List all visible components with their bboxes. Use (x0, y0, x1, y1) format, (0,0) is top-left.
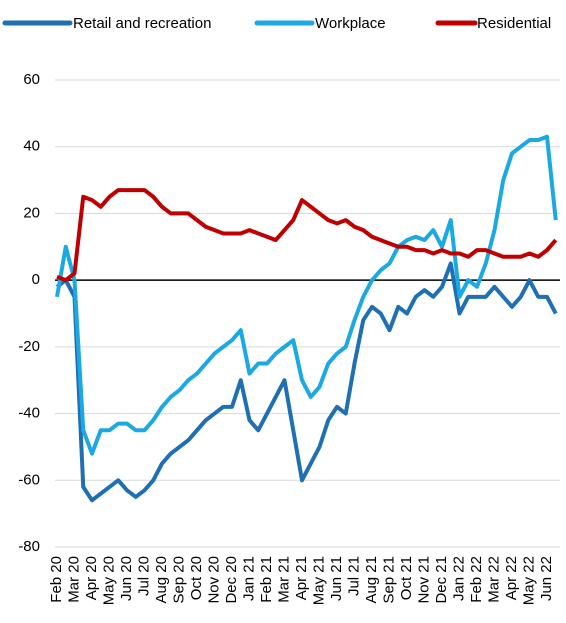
x-tick-label: Feb 22 (468, 556, 485, 603)
legend-label: Retail and recreation (73, 15, 211, 32)
x-tick-label: Jan 22 (450, 556, 467, 601)
x-tick-label: Mar 22 (485, 556, 502, 603)
x-tick-label: Jun 22 (538, 556, 555, 601)
y-tick-label: -80 (18, 538, 40, 555)
y-tick-label: 40 (23, 138, 40, 155)
x-tick-label: Aug 20 (153, 556, 170, 604)
series-line (55, 134, 558, 456)
x-tick-label: Feb 20 (48, 556, 65, 603)
x-tick-label: Dec 20 (223, 556, 240, 604)
x-tick-label: May 21 (310, 556, 327, 605)
legend-label: Residential (477, 15, 551, 32)
series-line (56, 188, 558, 283)
x-tick-label: Oct 21 (398, 556, 415, 600)
x-tick-label: Feb 21 (258, 556, 275, 603)
x-tick-label: Mar 21 (275, 556, 292, 603)
x-tick-label: Oct 20 (188, 556, 205, 600)
x-tick-label: Mar 20 (65, 556, 82, 603)
x-tick-label: Apr 21 (293, 556, 310, 600)
x-tick-label: May 20 (100, 556, 117, 605)
x-tick-label: Dec 21 (433, 556, 450, 604)
y-tick-label: 0 (32, 271, 40, 288)
x-tick-label: Nov 20 (205, 556, 222, 604)
x-tick-label: Nov 21 (415, 556, 432, 604)
x-tick-label: Jul 21 (345, 556, 362, 596)
x-tick-label: Jul 20 (135, 556, 152, 596)
x-tick-label: Aug 21 (363, 556, 380, 604)
x-tick-label: Jun 21 (328, 556, 345, 601)
x-tick-label: Apr 20 (83, 556, 100, 600)
x-tick-label: May 22 (520, 556, 537, 605)
x-tick-label: Sep 21 (380, 556, 397, 604)
series-line (55, 261, 558, 503)
x-tick-label: Jan 21 (240, 556, 257, 601)
x-tick-label: Apr 22 (503, 556, 520, 600)
y-tick-label: -20 (18, 338, 40, 355)
y-tick-label: 60 (23, 71, 40, 88)
legend-label: Workplace (315, 15, 386, 32)
x-tick-label: Jun 20 (118, 556, 135, 601)
y-tick-label: -60 (18, 471, 40, 488)
y-tick-label: 20 (23, 204, 40, 221)
y-tick-label: -40 (18, 405, 40, 422)
x-tick-label: Sep 20 (170, 556, 187, 604)
